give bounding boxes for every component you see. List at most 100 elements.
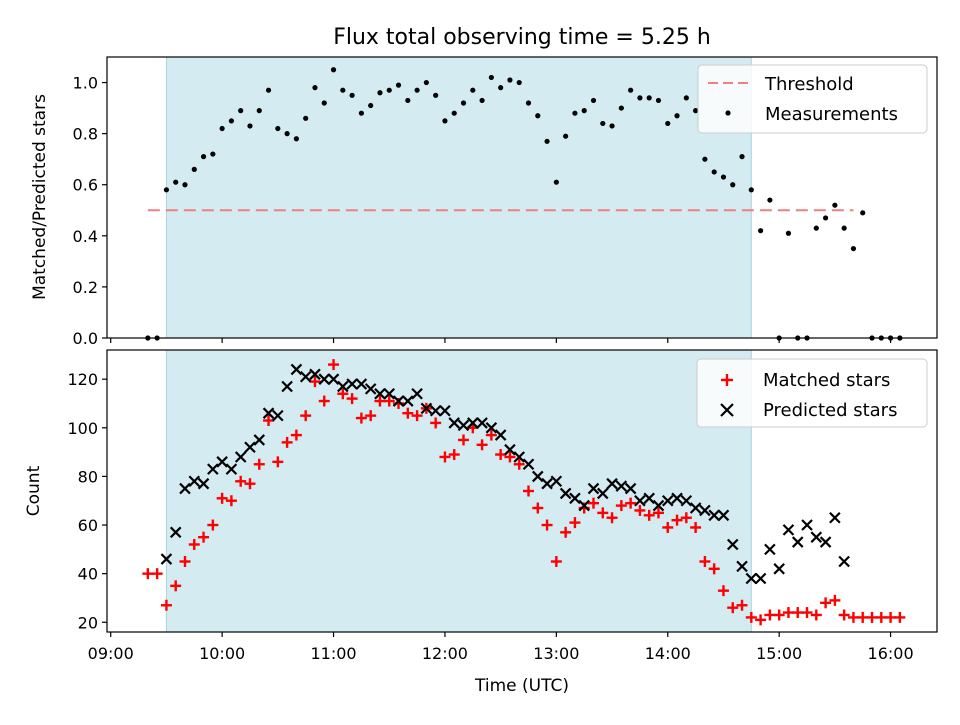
predicted-star-point — [754, 572, 767, 585]
y-tick-label: 60 — [78, 516, 98, 535]
measurement-point — [451, 110, 457, 116]
predicted-star-point — [596, 487, 609, 500]
matched-star-point — [717, 585, 729, 597]
matched-star-point — [383, 395, 395, 407]
measurement-point — [228, 118, 235, 124]
measurement-point — [321, 100, 327, 106]
predicted-star-point — [624, 482, 637, 495]
matched-star-point — [829, 594, 841, 606]
predicted-legend-swatch — [720, 403, 734, 417]
matched-star-point — [179, 556, 191, 567]
predicted-star-point — [782, 524, 795, 536]
bottom-legend-box — [696, 358, 928, 428]
matched-star-point — [513, 458, 525, 470]
measurement-point — [275, 125, 281, 132]
x-tick-label: 11:00 — [310, 644, 356, 663]
measurement-point — [256, 108, 262, 114]
matched-star-point — [671, 514, 683, 526]
bottom-legend: Matched stars Predicted stars — [696, 358, 928, 428]
predicted-star-point — [346, 378, 358, 390]
measurement-point — [265, 87, 272, 93]
predicted-star-point — [838, 555, 850, 568]
matched-star-point — [652, 507, 664, 519]
measurement-point — [590, 97, 597, 104]
predicted-star-point — [485, 422, 498, 434]
matched-star-point — [708, 563, 720, 575]
y-tick-label: 0.8 — [73, 125, 98, 144]
top-y-axis-label: Matched/Predicted stars — [30, 94, 50, 300]
predicted-star-point — [244, 441, 256, 454]
measurement-point — [758, 228, 764, 234]
measurement-point — [544, 138, 550, 144]
measurement-point — [525, 100, 532, 106]
measurement-point — [628, 87, 634, 93]
predicted-star-point — [337, 380, 349, 393]
predicted-star-point — [420, 402, 433, 415]
matched-star-point — [569, 517, 581, 529]
measurement-point — [516, 79, 522, 86]
predicted-star-point — [234, 451, 247, 463]
predicted-stars-series — [160, 363, 850, 585]
matched-star-point — [495, 449, 507, 461]
measurement-point — [349, 92, 355, 98]
matched-star-point — [764, 609, 776, 621]
matched-star-point — [402, 407, 414, 419]
predicted-star-point — [216, 456, 228, 468]
predicted-star-point — [661, 494, 674, 507]
measurement-point — [340, 87, 346, 93]
predicted-star-point — [160, 553, 173, 565]
measurement-point — [368, 102, 374, 109]
matched-star-point — [522, 485, 534, 497]
top-panel-frame — [106, 56, 938, 339]
matched-star-point — [355, 412, 367, 424]
measurement-point — [739, 154, 745, 160]
predicted-star-point — [253, 434, 266, 446]
matched-star-point — [448, 449, 460, 461]
measurement-point — [210, 151, 216, 157]
measurement-point — [479, 97, 485, 104]
predicted-star-point — [559, 487, 572, 500]
measurement-point — [200, 154, 207, 160]
measurement-point — [832, 202, 838, 208]
matched-star-point — [894, 611, 906, 623]
measurement-point — [358, 110, 364, 116]
predicted-star-point — [699, 504, 711, 517]
predicted-star-point — [606, 477, 618, 490]
measurement-point — [813, 225, 819, 231]
threshold-legend-label: Threshold — [764, 74, 854, 95]
matched-star-point — [235, 475, 247, 487]
y-tick-label: 0.2 — [73, 278, 98, 297]
predicted-star-point — [467, 417, 479, 429]
matched-legend-label: Matched stars — [763, 370, 890, 391]
matched-star-point — [300, 410, 312, 422]
predicted-star-point — [801, 519, 813, 531]
measurement-point — [191, 166, 197, 172]
matched-star-point — [801, 607, 813, 619]
measurement-point — [665, 120, 671, 127]
measurement-point — [303, 115, 309, 121]
matched-star-point — [773, 609, 785, 621]
predicted-star-point — [402, 395, 414, 407]
predicted-star-point — [819, 536, 832, 548]
matched-star-point — [745, 611, 757, 623]
x-tick-label: 13:00 — [533, 644, 579, 663]
predicted-star-point — [541, 477, 553, 490]
predicted-star-point — [207, 463, 219, 475]
measurement-point — [860, 210, 866, 216]
measurement-point — [637, 95, 643, 101]
measurement-point — [609, 123, 615, 129]
measurement-point — [767, 197, 773, 203]
matched-legend-swatch — [721, 374, 733, 386]
top-y-axis: 0.0 0.2 0.4 0.6 0.8 1.0 — [73, 74, 107, 348]
matched-star-point — [662, 521, 674, 533]
x-tick-label: 15:00 — [756, 644, 802, 663]
matched-stars-series — [142, 359, 906, 626]
observing-window-shade-top — [165, 56, 752, 339]
matched-star-point — [550, 556, 562, 567]
matched-star-point — [727, 602, 739, 614]
matched-star-point — [597, 507, 609, 519]
predicted-star-point — [773, 563, 785, 575]
measurement-point — [674, 113, 680, 119]
measurement-point — [683, 95, 689, 101]
